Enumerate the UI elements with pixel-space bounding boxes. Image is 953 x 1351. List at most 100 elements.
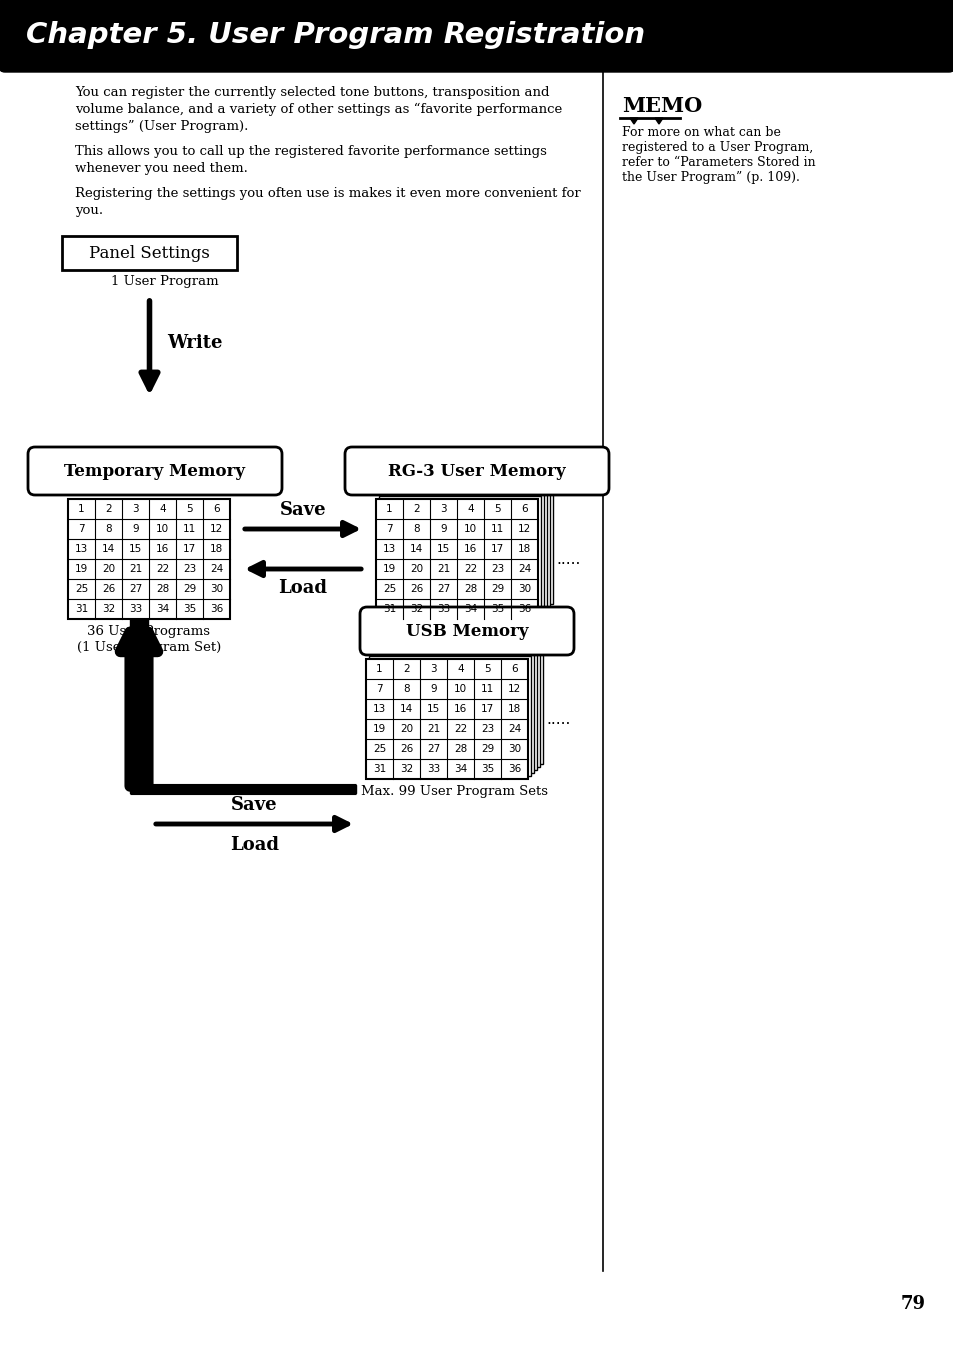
Bar [378,496,540,616]
Text: 25: 25 [373,744,386,754]
Text: 16: 16 [155,544,169,554]
Text: 21: 21 [436,563,450,574]
Text: You can register the currently selected tone buttons, transposition and: You can register the currently selected … [75,86,549,99]
Text: 11: 11 [183,524,196,534]
Text: 8: 8 [105,524,112,534]
Text: 26: 26 [410,584,423,594]
Text: Panel Settings: Panel Settings [89,245,210,262]
Text: 29: 29 [491,584,503,594]
Text: 12: 12 [517,524,531,534]
Bar [377,647,539,767]
Text: 15: 15 [129,544,142,554]
Text: .....: ..... [545,712,570,727]
Text: 19: 19 [373,724,386,734]
Text: For more on what can be: For more on what can be [621,126,781,139]
Text: 13: 13 [74,544,88,554]
Text: 14: 14 [399,704,413,713]
Text: 25: 25 [382,584,395,594]
FancyBboxPatch shape [0,0,953,72]
Text: 33: 33 [426,765,439,774]
Text: 30: 30 [210,584,223,594]
Bar [372,653,534,773]
Polygon shape [629,118,638,124]
Text: 27: 27 [436,584,450,594]
Bar [366,659,527,780]
FancyBboxPatch shape [345,447,608,494]
Text: 32: 32 [410,604,423,613]
Text: registered to a User Program,: registered to a User Program, [621,141,812,154]
Polygon shape [655,118,662,124]
Text: 25: 25 [74,584,88,594]
Text: 1: 1 [375,663,382,674]
Text: 24: 24 [210,563,223,574]
Text: 6: 6 [213,504,219,513]
Text: 21: 21 [129,563,142,574]
Text: 27: 27 [129,584,142,594]
Text: 12: 12 [507,684,520,694]
Text: 33: 33 [129,604,142,613]
Text: Max. 99 User Program Sets: Max. 99 User Program Sets [361,785,548,798]
Text: 16: 16 [454,704,467,713]
Text: 10: 10 [463,524,476,534]
Text: 18: 18 [507,704,520,713]
Text: Save: Save [279,501,326,519]
Text: 14: 14 [410,544,423,554]
Text: 9: 9 [132,524,139,534]
Text: 35: 35 [183,604,196,613]
Text: 1: 1 [78,504,85,513]
Text: 7: 7 [375,684,382,694]
Text: 28: 28 [454,744,467,754]
Text: 7: 7 [386,524,393,534]
Bar [369,657,531,775]
Text: 34: 34 [155,604,169,613]
Text: 12: 12 [210,524,223,534]
Text: 26: 26 [102,584,115,594]
Text: 23: 23 [183,563,196,574]
Text: 35: 35 [480,765,494,774]
Text: 18: 18 [517,544,531,554]
Text: 3: 3 [439,504,446,513]
Text: settings” (User Program).: settings” (User Program). [75,120,248,132]
Text: 36: 36 [517,604,531,613]
Text: 2: 2 [403,663,410,674]
Bar [375,650,537,770]
Text: 21: 21 [426,724,439,734]
Text: 1: 1 [386,504,393,513]
Text: 23: 23 [480,724,494,734]
Text: 23: 23 [491,563,503,574]
Text: 4: 4 [159,504,166,513]
Text: 20: 20 [399,724,413,734]
Text: 6: 6 [511,663,517,674]
Text: 3: 3 [132,504,139,513]
FancyBboxPatch shape [28,447,282,494]
Text: 5: 5 [494,504,500,513]
Text: 15: 15 [436,544,450,554]
Text: 8: 8 [413,524,419,534]
Text: 14: 14 [102,544,115,554]
Text: 7: 7 [78,524,85,534]
Text: 79: 79 [900,1296,925,1313]
Text: 24: 24 [507,724,520,734]
FancyBboxPatch shape [359,607,574,655]
Text: 13: 13 [382,544,395,554]
Text: 13: 13 [373,704,386,713]
Bar [385,490,546,611]
Text: 8: 8 [403,684,410,694]
Text: Chapter 5. User Program Registration: Chapter 5. User Program Registration [26,22,644,49]
Text: 11: 11 [491,524,503,534]
Text: 34: 34 [454,765,467,774]
Text: refer to “Parameters Stored in: refer to “Parameters Stored in [621,155,815,169]
Text: Max. 99 User Program Sets: Max. 99 User Program Sets [371,626,558,638]
Text: 36: 36 [507,765,520,774]
Bar [381,493,543,613]
Text: 16: 16 [463,544,476,554]
Text: Load: Load [230,836,278,854]
Text: 19: 19 [382,563,395,574]
Text: 36: 36 [210,604,223,613]
Bar [62,236,236,270]
Text: Temporary Memory: Temporary Memory [65,462,245,480]
Text: 2: 2 [413,504,419,513]
Text: 22: 22 [463,563,476,574]
Bar [380,644,542,765]
Text: 34: 34 [463,604,476,613]
